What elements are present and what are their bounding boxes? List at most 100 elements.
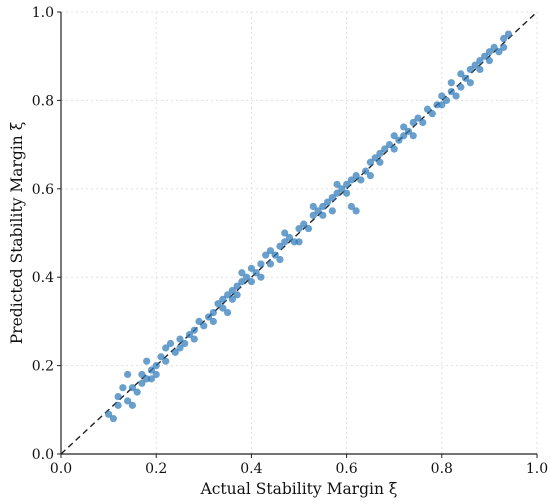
data-point-89	[381, 145, 389, 153]
data-point-97	[409, 118, 417, 127]
data-point-107	[447, 87, 455, 96]
data-point-93	[395, 136, 403, 144]
data-point-20	[162, 357, 170, 365]
data-point-87	[376, 158, 384, 166]
data-point-40	[228, 286, 236, 295]
data-point-42	[233, 291, 241, 299]
data-point-57	[281, 238, 289, 246]
data-point-74	[333, 180, 341, 188]
y-axis-label: Predicted Stability Margin ξ	[8, 122, 26, 344]
data-point-113	[466, 65, 474, 74]
data-point-100	[419, 118, 427, 127]
data-point-80	[352, 207, 360, 215]
data-point-92	[390, 132, 398, 140]
data-point-34	[214, 300, 222, 308]
data-point-78	[347, 176, 355, 184]
data-point-10	[138, 379, 146, 387]
data-point-3	[114, 392, 122, 401]
data-point-91	[390, 145, 398, 153]
data-point-116	[476, 65, 484, 74]
data-point-81	[352, 171, 360, 180]
data-point-66	[309, 202, 317, 211]
data-point-29	[195, 317, 203, 325]
data-point-59	[285, 233, 294, 242]
data-point-88	[376, 149, 384, 158]
data-point-51	[262, 251, 270, 259]
data-point-28	[190, 335, 198, 343]
x-axis-label: Actual Stability Margin ξ	[200, 480, 398, 498]
data-point-105	[438, 101, 446, 109]
axes	[60, 12, 537, 455]
data-point-56	[276, 255, 284, 264]
data-point-96	[404, 127, 413, 135]
x-tick-label-1: 0.2	[145, 461, 167, 477]
data-point-71	[328, 207, 336, 215]
data-point-27	[190, 326, 198, 334]
data-point-24	[176, 335, 184, 343]
data-point-46	[247, 278, 255, 286]
y-tick-label-0: 0.0	[32, 447, 54, 463]
data-point-63	[300, 220, 308, 228]
data-point-119	[485, 57, 493, 65]
data-point-125	[504, 30, 513, 38]
data-point-122	[495, 48, 503, 56]
data-point-102	[428, 110, 436, 118]
data-point-114	[466, 79, 474, 87]
data-point-11	[138, 370, 146, 379]
data-point-23	[176, 344, 184, 352]
data-point-49	[257, 260, 265, 268]
x-tick-label-5: 1.0	[526, 461, 548, 477]
data-point-85	[366, 171, 374, 180]
data-point-106	[442, 96, 451, 104]
data-point-90	[385, 141, 394, 149]
x-tick-label-4: 0.8	[431, 461, 453, 477]
data-point-75	[338, 185, 346, 193]
data-point-52	[266, 260, 275, 268]
data-point-19	[162, 344, 170, 352]
data-point-111	[457, 70, 465, 78]
data-point-62	[295, 238, 303, 246]
data-point-70	[323, 198, 332, 206]
data-point-0	[105, 410, 113, 418]
data-point-53	[266, 247, 275, 255]
data-point-124	[500, 43, 508, 51]
data-point-31	[204, 313, 213, 321]
data-point-82	[357, 176, 365, 184]
data-point-33	[209, 317, 217, 325]
data-point-6	[124, 370, 132, 379]
data-point-37	[224, 291, 232, 299]
data-point-101	[423, 105, 432, 113]
data-point-117	[476, 57, 484, 65]
data-point-118	[481, 52, 489, 60]
data-point-79	[347, 202, 355, 211]
data-point-47	[247, 264, 255, 272]
data-point-36	[219, 295, 227, 303]
data-point-76	[343, 189, 351, 197]
data-point-30	[200, 322, 208, 330]
data-point-94	[400, 132, 408, 140]
y-tick-label-4: 0.8	[32, 93, 54, 109]
data-point-69	[319, 202, 327, 211]
data-point-99	[414, 114, 422, 122]
data-point-64	[304, 224, 313, 233]
data-point-54	[271, 251, 279, 259]
data-point-4	[119, 384, 127, 392]
data-point-21	[166, 339, 175, 348]
data-point-84	[366, 158, 374, 166]
data-point-5	[124, 397, 132, 405]
data-point-2	[114, 401, 122, 409]
x-axis-ticks: 0.0 0.2 0.4 0.6 0.8 1.0	[50, 454, 548, 477]
data-point-45	[243, 273, 251, 281]
data-point-32	[209, 308, 217, 317]
data-point-58	[281, 229, 289, 237]
data-point-43	[238, 278, 246, 286]
data-point-22	[171, 348, 179, 356]
data-point-18	[157, 353, 165, 361]
data-point-8	[128, 401, 136, 409]
data-point-14	[147, 366, 156, 374]
data-points	[105, 30, 513, 423]
data-point-39	[228, 295, 236, 303]
data-point-77	[343, 180, 351, 188]
data-point-13	[143, 357, 151, 365]
data-point-15	[147, 375, 156, 383]
